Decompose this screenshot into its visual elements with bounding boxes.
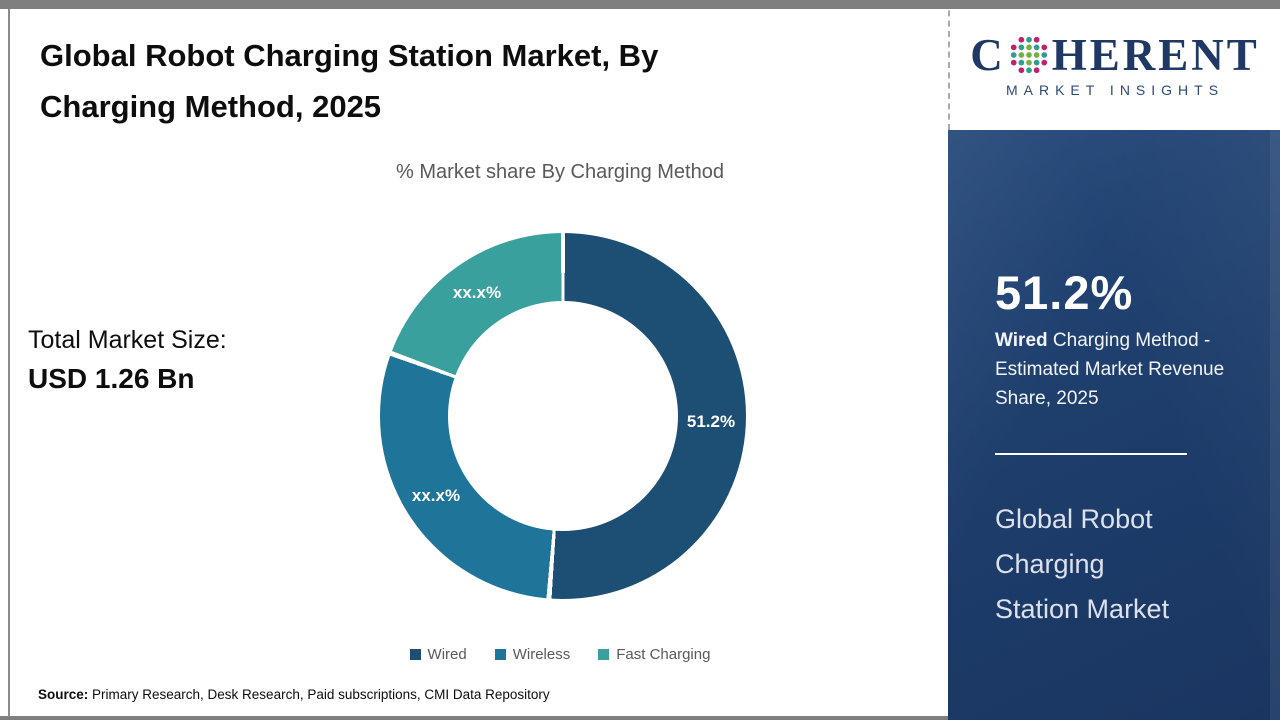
sidebar-divider [995,453,1187,455]
slice-label-wireless: xx.x% [411,486,461,505]
sidebar-stat-description-rest: Charging Method - Estimated Market Reven… [995,330,1225,409]
legend-label-wireless: Wireless [512,646,571,663]
legend-swatch-wireless [494,649,506,660]
chart-legend: Wired Wireless Fast Charging [310,646,810,663]
sidebar-stat-description: Wired Charging Method - Estimated Market… [995,326,1233,413]
sidebar-panel: 51.2% Wired Charging Method - Estimated … [948,130,1280,720]
source-label: Source: [38,687,89,702]
bottom-border-rule [0,716,1280,720]
legend-item-wired: Wired [409,646,467,663]
sidebar-stat-highlight: Wired [995,330,1048,351]
slice-label-fast-charging: xx.x% [452,283,502,302]
market-name-line-1: Global Robot [995,504,1153,534]
chart-subtitle: % Market share By Charging Method [396,161,724,183]
legend-swatch-wired [409,649,421,660]
market-name-line-3: Station Market [995,594,1170,624]
page-title-line-2: Charging Method, 2025 [40,89,382,124]
total-market-size-value: USD 1.26 Bn [28,363,195,394]
donut-hole [448,301,678,531]
logo-tagline: MARKET INSIGHTS [1005,81,1225,98]
total-market-size: Total Market Size: USD 1.26 Bn [28,326,227,395]
page-title-line-1: Global Robot Charging Station Market, By [40,38,659,73]
legend-label-fast-charging: Fast Charging [616,646,711,663]
logo-letter-c: C [970,29,1006,80]
sidebar: C HERENT MARKET INSIGHTS 51.2% Wired Cha… [948,0,1280,720]
legend-label-wired: Wired [427,646,467,663]
total-market-size-label: Total Market Size: [28,326,227,354]
legend-swatch-fast-charging [598,649,610,660]
sidebar-market-name: Global Robot Charging Station Market [995,497,1245,632]
coherent-market-insights-logo: C HERENT MARKET INSIGHTS [948,0,1280,130]
sidebar-stat-value: 51.2% [995,266,1134,319]
source-text: Primary Research, Desk Research, Paid su… [88,687,550,702]
top-border-bar [0,0,1280,9]
market-name-line-2: Charging [995,549,1105,579]
legend-item-wireless: Wireless [494,646,571,663]
logo-wordmark: C HERENT [970,29,1260,80]
slice-label-wired: 51.2% [686,412,736,431]
legend-item-fast-charging: Fast Charging [598,646,710,663]
page-title: Global Robot Charging Station Market, By… [40,30,860,132]
logo-word-rest: HERENT [1051,29,1260,80]
donut-chart [380,233,746,599]
source-note: Source: Primary Research, Desk Research,… [38,687,550,702]
left-border-rule [8,9,10,717]
globe-dots-icon [1010,36,1047,74]
